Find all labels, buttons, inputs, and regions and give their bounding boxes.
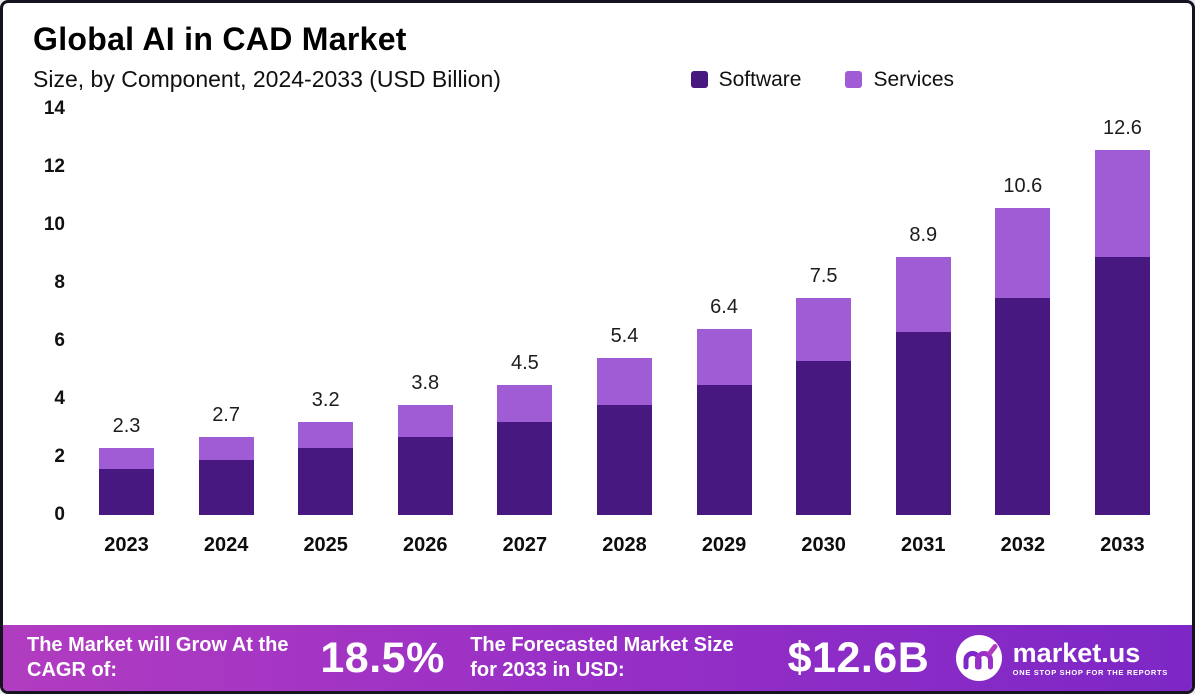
stacked-bar xyxy=(696,329,752,515)
bar-total-label: 7.5 xyxy=(809,264,838,287)
y-tick-label: 6 xyxy=(54,330,65,351)
software-bar-segment xyxy=(397,436,453,515)
bar-group: 12.6 2033 xyxy=(1094,109,1150,556)
software-swatch-icon xyxy=(690,71,708,88)
bar-total-label: 2.7 xyxy=(212,403,240,426)
software-bar-segment xyxy=(696,384,752,515)
bar-group: 3.8 2026 xyxy=(397,109,453,556)
services-bar-segment xyxy=(796,297,852,362)
page-title: Global AI in CAD Market xyxy=(33,21,407,57)
chart-header: Global AI in CAD Market Size, by Compone… xyxy=(3,3,1192,93)
stacked-bar xyxy=(298,422,354,515)
y-tick-label: 4 xyxy=(54,388,65,409)
bar-total-label: 5.4 xyxy=(610,325,639,348)
cagr-value: 18.5% xyxy=(320,633,445,682)
x-axis-label: 2028 xyxy=(602,534,647,556)
bar-group: 2.3 2023 xyxy=(99,109,154,556)
bar-total-label: 3.8 xyxy=(411,371,440,394)
stacked-bar xyxy=(497,384,553,515)
brand-text: market.us ONE STOP SHOP FOR THE REPORTS xyxy=(1013,639,1168,677)
bar-total-label: 4.5 xyxy=(510,351,539,374)
bar-group: 8.9 2031 xyxy=(895,109,951,556)
software-bar-segment xyxy=(995,297,1051,515)
brand: market.us ONE STOP SHOP FOR THE REPORTS xyxy=(955,634,1168,682)
brand-tagline: ONE STOP SHOP FOR THE REPORTS xyxy=(1012,668,1168,678)
software-bar-segment xyxy=(497,422,553,515)
forecast-value: $12.6B xyxy=(787,633,930,682)
legend-item-software: Software xyxy=(690,67,802,92)
stacked-bar xyxy=(796,297,852,515)
services-bar-segment xyxy=(298,422,354,449)
bar-chart: 0 2 4 6 8 10 12 14 2.3 2023 2.7 2024 3.2 2025 3.8 2026… xyxy=(3,93,1192,556)
y-tick-label: 8 xyxy=(54,272,65,293)
market-us-logo-icon xyxy=(955,634,1003,682)
services-bar-segment xyxy=(1094,149,1150,257)
y-tick-label: 2 xyxy=(54,446,65,467)
software-bar-segment xyxy=(796,361,852,515)
software-bar-segment xyxy=(99,468,154,515)
legend-label-software: Software xyxy=(718,67,802,91)
services-bar-segment xyxy=(596,358,652,405)
x-axis-label: 2032 xyxy=(1000,534,1046,556)
x-axis-label: 2029 xyxy=(701,534,747,556)
services-bar-segment xyxy=(99,448,154,469)
x-axis-label: 2026 xyxy=(403,534,448,556)
software-bar-segment xyxy=(298,448,354,515)
x-axis-label: 2025 xyxy=(303,534,348,556)
bar-group: 3.2 2025 xyxy=(298,109,354,556)
bar-group: 7.5 2030 xyxy=(796,109,852,556)
services-bar-segment xyxy=(397,404,453,437)
software-bar-segment xyxy=(198,459,254,515)
bar-group: 5.4 2028 xyxy=(596,109,652,556)
y-axis: 0 2 4 6 8 10 12 14 xyxy=(29,98,75,525)
x-axis-label: 2033 xyxy=(1100,534,1145,556)
y-tick-label: 0 xyxy=(54,504,65,525)
bar-group: 6.4 2029 xyxy=(696,109,752,556)
bar-total-label: 3.2 xyxy=(311,389,340,412)
services-bar-segment xyxy=(696,329,752,385)
software-bar-segment xyxy=(895,332,951,515)
stacked-bar xyxy=(99,448,154,515)
plot-area: 2.3 2023 2.7 2024 3.2 2025 3.8 2026 4.5 2027 5.4 20… xyxy=(75,109,1166,556)
bar-group: 10.6 2032 xyxy=(995,109,1051,556)
bar-total-label: 10.6 xyxy=(1003,174,1043,197)
brand-name: market.us xyxy=(1012,637,1141,668)
software-bar-segment xyxy=(1094,256,1150,515)
x-axis-label: 2030 xyxy=(801,534,846,556)
x-axis-label: 2024 xyxy=(203,534,249,556)
stacked-bar xyxy=(596,358,652,515)
x-axis-label: 2023 xyxy=(104,534,149,556)
services-bar-segment xyxy=(895,256,951,333)
services-bar-segment xyxy=(497,384,553,423)
bar-group: 4.5 2027 xyxy=(497,109,553,556)
legend-item-services: Services xyxy=(845,68,954,92)
footer-banner: The Market will Grow At the CAGR of: 18.… xyxy=(3,625,1192,691)
y-tick-label: 14 xyxy=(43,98,65,119)
stacked-bar xyxy=(397,404,453,515)
legend-label-services: Services xyxy=(873,67,954,91)
stacked-bar xyxy=(995,207,1051,515)
subtitle-row: Size, by Component, 2024-2033 (USD Billi… xyxy=(33,66,1162,93)
stacked-bar xyxy=(895,256,951,515)
bar-total-label: 8.9 xyxy=(909,223,938,246)
bar-total-label: 2.3 xyxy=(112,415,141,438)
services-bar-segment xyxy=(995,207,1051,298)
y-tick-label: 10 xyxy=(43,214,65,235)
forecast-label: The Forecasted Market Size for 2033 in U… xyxy=(470,634,734,681)
software-bar-segment xyxy=(596,404,652,515)
services-swatch-icon xyxy=(845,71,863,88)
x-axis-label: 2031 xyxy=(901,534,946,556)
stacked-bar xyxy=(1094,149,1150,515)
chart-legend: Software Services xyxy=(690,67,954,92)
y-tick-label: 12 xyxy=(43,156,65,177)
services-bar-segment xyxy=(198,436,254,460)
stacked-bar xyxy=(198,436,254,515)
bar-group: 2.7 2024 xyxy=(198,109,254,556)
cagr-label: The Market will Grow At the CAGR of: xyxy=(27,634,289,681)
x-axis-label: 2027 xyxy=(502,534,548,556)
bar-total-label: 12.6 xyxy=(1102,116,1142,139)
bar-total-label: 6.4 xyxy=(710,296,738,319)
chart-subtitle: Size, by Component, 2024-2033 (USD Billi… xyxy=(33,66,501,92)
